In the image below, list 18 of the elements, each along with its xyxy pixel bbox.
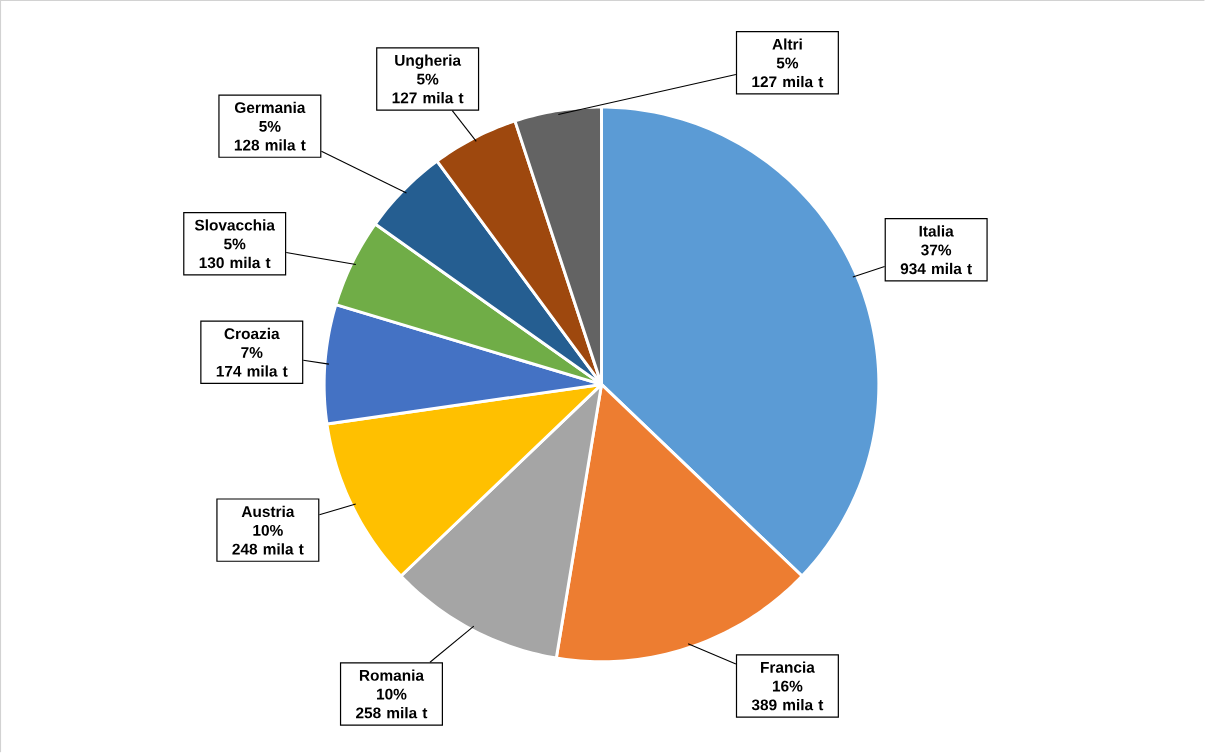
- slice-label: Austria: [241, 505, 295, 518]
- data-label: 10% 248 mila t: [232, 524, 304, 555]
- slice-label: Ungheria: [395, 54, 462, 70]
- slice-label: Croazia: [224, 327, 280, 340]
- data-label: 7% 174 mila t: [216, 347, 288, 377]
- slice-label: Italia: [919, 225, 954, 237]
- data-label: 5% 130 mila t: [199, 238, 271, 269]
- data-label: 5% 127 mila t: [392, 73, 464, 104]
- data-label: 16% 389 mila t: [751, 680, 824, 711]
- data-label: 5% 127 mila t: [752, 57, 824, 88]
- data-label: 37% 934 mila t: [900, 244, 972, 275]
- slice-label: Francia: [761, 661, 815, 673]
- slice-label: Slovacchia: [194, 219, 276, 231]
- slice-label: Germania: [234, 101, 306, 114]
- slice-label: Romania: [359, 669, 425, 681]
- data-label: 10% 258 mila t: [356, 688, 428, 719]
- slice-label: Altri: [772, 38, 802, 50]
- data-label: 5% 128 mila t: [234, 121, 306, 151]
